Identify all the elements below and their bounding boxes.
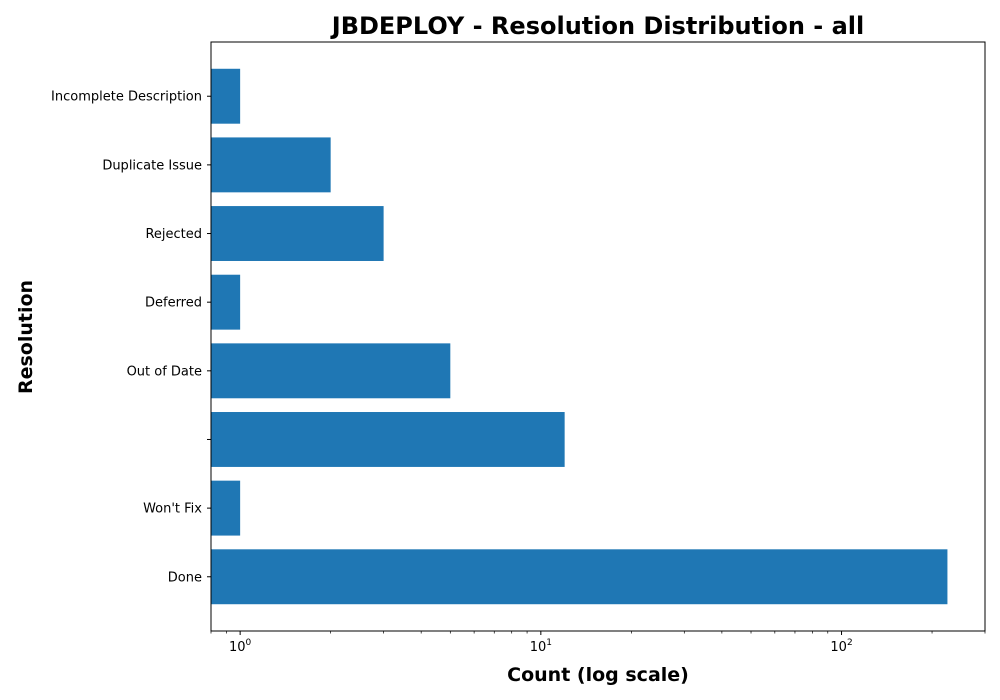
bar <box>211 137 331 193</box>
x-tick-label: 101 <box>530 638 552 655</box>
x-tick-label-exponent: 0 <box>246 638 252 648</box>
y-axis-ticks: Done Won't Fix Out of Date Deferred Rejected… <box>51 90 211 585</box>
y-tick-label: Rejected <box>145 227 202 242</box>
bar <box>211 480 241 536</box>
bar <box>211 343 451 399</box>
x-tick-label: 102 <box>830 638 852 655</box>
x-tick-label-base: 10 <box>530 640 547 655</box>
x-tick-label-base: 10 <box>830 640 847 655</box>
y-tick-label: Out of Date <box>127 364 202 379</box>
bar <box>211 206 384 261</box>
x-axis-ticks: 100 101 102 <box>210 631 986 655</box>
x-tick-label-exponent: 2 <box>847 638 853 648</box>
x-tick-label: 100 <box>229 638 252 655</box>
x-tick-label-exponent: 1 <box>546 638 552 648</box>
plot-frame <box>210 41 986 632</box>
bar <box>211 274 241 330</box>
x-axis-label: Count (log scale) <box>507 664 689 686</box>
y-tick-label: Duplicate Issue <box>102 158 202 173</box>
bar <box>211 549 948 605</box>
y-tick-label: Deferred <box>145 296 202 311</box>
bar <box>211 68 241 124</box>
y-tick-label: Won't Fix <box>143 502 202 517</box>
bar <box>211 412 565 467</box>
y-axis-label: Resolution <box>15 280 37 394</box>
bars-group <box>211 68 948 605</box>
y-tick-label: Incomplete Description <box>51 90 202 105</box>
chart-title: JBDEPLOY - Resolution Distribution - all <box>330 12 864 40</box>
x-tick-label-base: 10 <box>229 640 246 655</box>
y-tick-label: Done <box>168 570 202 585</box>
